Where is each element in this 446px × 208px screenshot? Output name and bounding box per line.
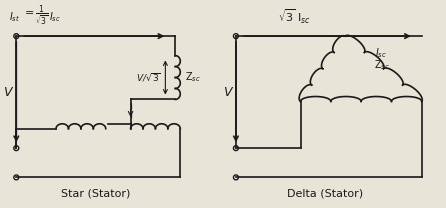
Text: V/$\sqrt{3}$: V/$\sqrt{3}$: [136, 71, 161, 84]
Text: Delta (Stator): Delta (Stator): [287, 189, 363, 199]
Text: I$_{sc}$: I$_{sc}$: [49, 10, 61, 24]
Text: Z$_{sc}$: Z$_{sc}$: [373, 58, 389, 72]
Text: Z$_{sc}$: Z$_{sc}$: [185, 71, 201, 84]
Text: V: V: [223, 86, 231, 99]
Text: I$_{st}$: I$_{st}$: [9, 10, 21, 24]
Text: $=\frac{1}{\sqrt{3}}$: $=\frac{1}{\sqrt{3}}$: [22, 4, 49, 29]
Text: Star (Stator): Star (Stator): [61, 189, 131, 199]
Text: I$_{sc}$: I$_{sc}$: [376, 46, 388, 60]
Text: $\sqrt{3}$ I$_{sc}$: $\sqrt{3}$ I$_{sc}$: [278, 7, 311, 26]
Text: V: V: [3, 86, 12, 99]
